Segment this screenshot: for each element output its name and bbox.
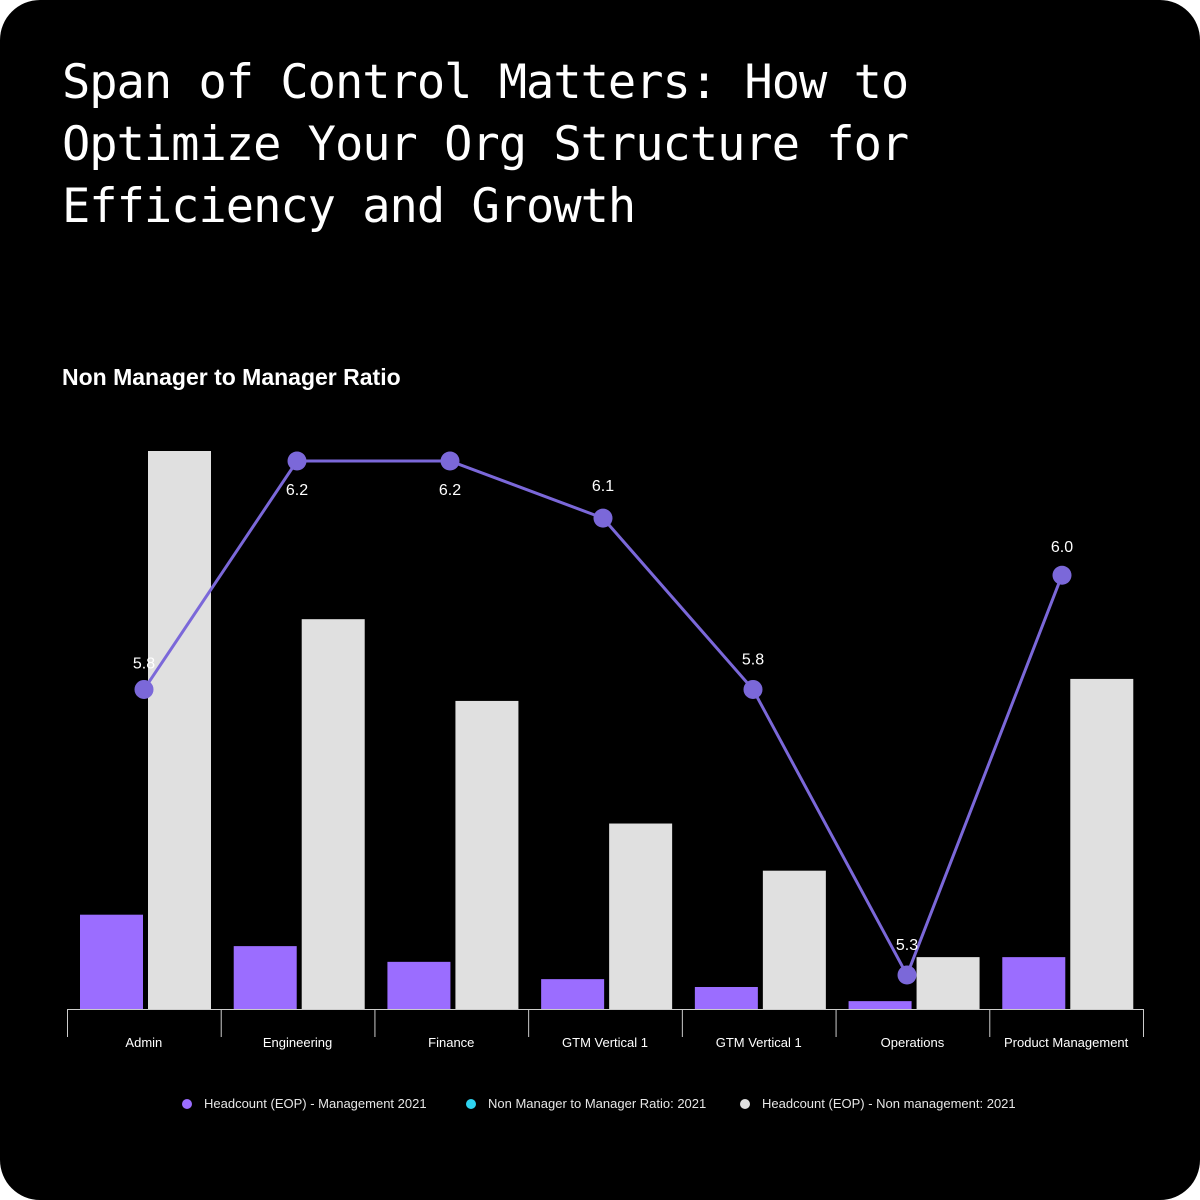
x-tick-label: Product Management bbox=[1004, 1035, 1129, 1050]
x-tick-label: Admin bbox=[125, 1035, 162, 1050]
page-title: Span of Control Matters: How to Optimize… bbox=[62, 55, 909, 234]
bar-non-management bbox=[301, 619, 365, 1009]
ratio-data-label: 6.1 bbox=[592, 478, 614, 495]
ratio-point bbox=[134, 679, 154, 699]
bar-management bbox=[848, 1001, 912, 1009]
legend-item-non-management: Headcount (EOP) - Non management: 2021 bbox=[740, 1096, 1016, 1111]
x-tick-label: GTM Vertical 1 bbox=[562, 1035, 648, 1050]
ratio-data-label: 6.2 bbox=[286, 482, 308, 499]
bar-non-management bbox=[762, 870, 826, 1009]
ratio-point bbox=[440, 451, 460, 471]
legend-label-non-management: Headcount (EOP) - Non management: 2021 bbox=[762, 1096, 1016, 1111]
x-tick-label: Operations bbox=[881, 1035, 945, 1050]
legend-swatch-non-management bbox=[740, 1098, 750, 1109]
ratio-data-label: 5.8 bbox=[133, 655, 155, 672]
ratio-data-label: 5.3 bbox=[896, 937, 918, 954]
ratio-data-label: 6.0 bbox=[1051, 539, 1073, 556]
bar-non-management bbox=[455, 700, 519, 1009]
legend-item-ratio: Non Manager to Manager Ratio: 2021 bbox=[466, 1096, 706, 1111]
bar-non-management bbox=[609, 823, 673, 1009]
ratio-line bbox=[142, 459, 1064, 979]
bar-non-management bbox=[916, 957, 980, 1009]
x-tick-label: Engineering bbox=[263, 1035, 332, 1050]
ratio-data-label: 6.2 bbox=[439, 482, 461, 499]
legend-label-management: Headcount (EOP) - Management 2021 bbox=[204, 1096, 427, 1111]
ratio-point bbox=[593, 508, 613, 528]
bar-management bbox=[694, 986, 758, 1009]
ratio-point bbox=[897, 965, 917, 985]
x-tick-label: GTM Vertical 1 bbox=[716, 1035, 802, 1050]
bar-management bbox=[541, 979, 605, 1009]
bar-management bbox=[80, 914, 143, 1009]
bar-management bbox=[233, 946, 297, 1009]
x-tick-label: Finance bbox=[428, 1035, 474, 1050]
legend-label-ratio: Non Manager to Manager Ratio: 2021 bbox=[488, 1096, 707, 1111]
legend-swatch-ratio bbox=[466, 1098, 476, 1109]
bar-management bbox=[387, 961, 451, 1009]
bar-management bbox=[1002, 957, 1066, 1009]
bar-non-management bbox=[148, 451, 211, 1009]
chart-legend: Headcount (EOP) - Management 2021 Non Ma… bbox=[0, 1096, 1200, 1118]
ratio-point bbox=[287, 451, 307, 471]
legend-swatch-management bbox=[182, 1098, 192, 1109]
bar-non-management bbox=[1070, 678, 1134, 1009]
legend-item-management: Headcount (EOP) - Management 2021 bbox=[182, 1096, 427, 1111]
ratio-data-label: 5.8 bbox=[742, 651, 764, 668]
chart-title: Non Manager to Manager Ratio bbox=[62, 364, 401, 390]
ratio-point bbox=[743, 679, 763, 699]
ratio-point bbox=[1052, 565, 1072, 585]
